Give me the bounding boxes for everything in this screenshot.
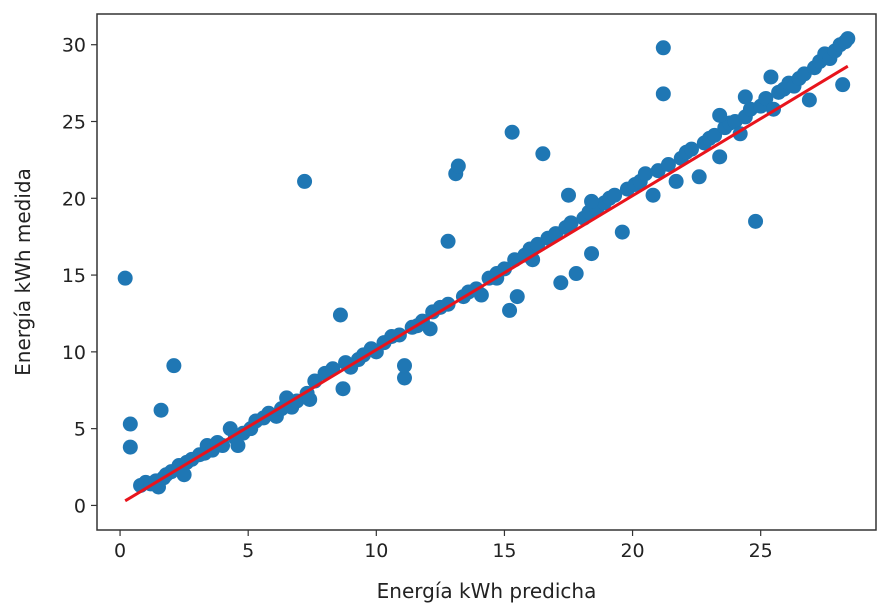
data-point: [230, 438, 246, 454]
data-point: [748, 213, 764, 229]
data-point: [335, 381, 351, 397]
data-point: [840, 31, 856, 47]
data-point: [289, 393, 305, 409]
data-point: [122, 439, 138, 455]
data-point: [712, 149, 728, 165]
data-point: [473, 287, 489, 303]
y-tick-label: 25: [62, 112, 86, 134]
data-point: [397, 358, 412, 374]
data-point: [450, 158, 466, 174]
data-point: [584, 246, 600, 262]
x-tick-label: 0: [114, 540, 126, 562]
data-point: [758, 90, 774, 106]
x-axis-title: Energía kWh predicha: [377, 579, 597, 603]
data-point: [637, 166, 653, 182]
data-point: [502, 302, 518, 318]
data-point: [215, 438, 231, 454]
data-point: [117, 270, 133, 286]
data-point: [584, 193, 600, 209]
y-tick-label: 20: [62, 188, 86, 210]
data-point: [763, 69, 779, 85]
scatter-points: [117, 31, 856, 495]
data-point: [737, 89, 753, 105]
data-point: [153, 402, 169, 418]
data-point: [614, 224, 630, 240]
y-axis-title: Energía kWh medida: [11, 168, 35, 376]
data-point: [712, 107, 728, 123]
data-point: [655, 86, 671, 102]
data-point: [166, 358, 182, 374]
data-point: [553, 275, 569, 291]
data-point: [645, 187, 661, 203]
data-point: [561, 187, 576, 203]
data-point: [835, 77, 851, 93]
y-axis-ticks: 0 5 10 15 20 25 30: [62, 35, 97, 517]
plot-frame: [96, 13, 877, 531]
data-point: [660, 157, 676, 172]
x-tick-label: 10: [364, 540, 388, 562]
data-point: [509, 289, 525, 305]
x-tick-label: 5: [242, 540, 254, 562]
data-point: [504, 124, 520, 140]
fit-line-layer: [124, 64, 849, 503]
y-tick-label: 30: [62, 35, 86, 57]
data-point: [568, 266, 584, 282]
data-point: [176, 467, 192, 483]
data-point: [332, 307, 348, 323]
data-point: [525, 252, 541, 268]
data-point: [302, 391, 318, 407]
y-tick-label: 15: [62, 265, 86, 287]
x-tick-label: 20: [620, 540, 644, 562]
x-tick-label: 15: [492, 540, 516, 562]
y-tick-label: 10: [62, 342, 86, 364]
data-point: [440, 233, 456, 249]
data-point: [563, 215, 579, 231]
y-tick-label: 0: [74, 495, 86, 517]
data-point: [607, 187, 623, 203]
fit-line: [124, 64, 849, 503]
data-point: [297, 173, 313, 189]
data-point: [397, 370, 412, 386]
y-tick-label: 5: [74, 419, 86, 441]
x-tick-label: 25: [749, 540, 773, 562]
data-point: [535, 146, 551, 162]
x-axis-ticks: 0 5 10 15 20 25: [114, 530, 773, 562]
data-point: [668, 173, 684, 189]
data-point: [707, 127, 723, 143]
data-point: [691, 169, 707, 185]
data-point: [684, 141, 699, 157]
data-point: [801, 92, 817, 108]
data-point: [655, 40, 671, 56]
data-point: [122, 416, 138, 432]
data-point: [422, 321, 438, 337]
